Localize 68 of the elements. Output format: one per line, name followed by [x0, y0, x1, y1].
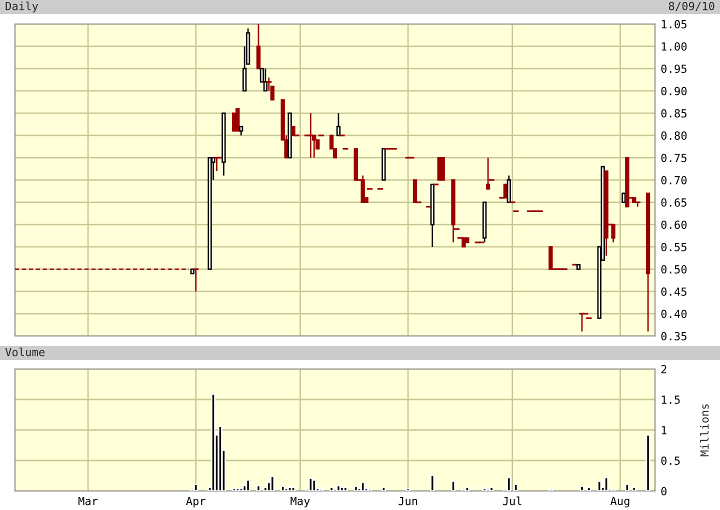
y-tick-label: 0 — [661, 487, 667, 496]
x-tick-label: Jun — [398, 496, 418, 506]
bar — [343, 486, 348, 491]
y-tick-label: 1.5 — [662, 396, 680, 404]
y-tick-label: 0.70 — [661, 176, 687, 184]
y-tick-label: 0.35 — [661, 332, 686, 340]
x-tick-label: Jul — [502, 496, 522, 506]
bar — [604, 476, 609, 491]
y-tick-label: 1 — [662, 426, 666, 434]
candlestick — [232, 112, 236, 132]
bar — [246, 479, 250, 491]
bar — [381, 486, 386, 491]
y-tick-label: 0.60 — [661, 220, 687, 229]
y-tick-label: 0.45 — [661, 287, 686, 296]
candlestick — [611, 224, 616, 244]
y-tick-label: 0.40 — [661, 310, 687, 318]
bar — [360, 482, 366, 491]
bar — [464, 486, 470, 491]
y-tick-label: 0.5 — [661, 456, 680, 465]
bar — [430, 474, 435, 491]
bar — [506, 476, 512, 491]
bar — [312, 479, 316, 491]
bar — [632, 486, 636, 491]
candlestick — [336, 112, 341, 136]
y-tick-label: 0.75 — [661, 154, 686, 162]
bar — [280, 485, 286, 491]
bar — [514, 484, 518, 491]
bar — [354, 485, 358, 491]
bar — [256, 484, 261, 491]
candlestick — [548, 246, 553, 270]
bar — [597, 480, 602, 491]
candlestick — [256, 24, 261, 70]
y-tick-label: 0.90 — [661, 86, 687, 96]
candlestick — [263, 68, 268, 92]
y-tick-label: 0.85 — [661, 109, 686, 118]
y-tick-label: 1.05 — [662, 20, 686, 28]
bar — [406, 488, 410, 491]
y-tick-label: 1.00 — [662, 42, 687, 51]
bar — [586, 486, 592, 491]
y-tick-label: 0.95 — [661, 64, 686, 73]
x-tick-label: Mar — [78, 496, 98, 506]
y-tick-label: 2 — [661, 365, 666, 374]
bar — [624, 484, 630, 491]
candlestick — [412, 179, 418, 203]
x-tick-label: May — [290, 496, 310, 508]
y-tick-label: 0.50 — [661, 265, 687, 274]
text: 8/09/10 — [668, 2, 714, 12]
bar — [580, 485, 584, 491]
y-axis-title: Millions — [700, 404, 709, 456]
candlestick — [437, 157, 442, 181]
x-tick-label: Apr — [186, 496, 206, 508]
y-tick-label: 0.55 — [661, 242, 686, 252]
chart-title: Daily — [6, 2, 38, 12]
candlestick — [440, 157, 445, 181]
bar — [646, 434, 650, 491]
candlestick — [486, 157, 490, 190]
bar — [489, 486, 494, 491]
y-tick-label: 0.65 — [661, 198, 686, 207]
bar — [291, 486, 296, 491]
bar — [451, 480, 456, 491]
y-tick-label: 0.80 — [661, 131, 687, 140]
bar — [194, 484, 198, 491]
bar — [329, 486, 334, 491]
chart-title: Volume — [5, 348, 44, 356]
candlestick — [506, 174, 511, 203]
x-tick-label: Aug — [610, 496, 630, 508]
candlestick — [360, 174, 365, 203]
bar — [270, 476, 275, 491]
